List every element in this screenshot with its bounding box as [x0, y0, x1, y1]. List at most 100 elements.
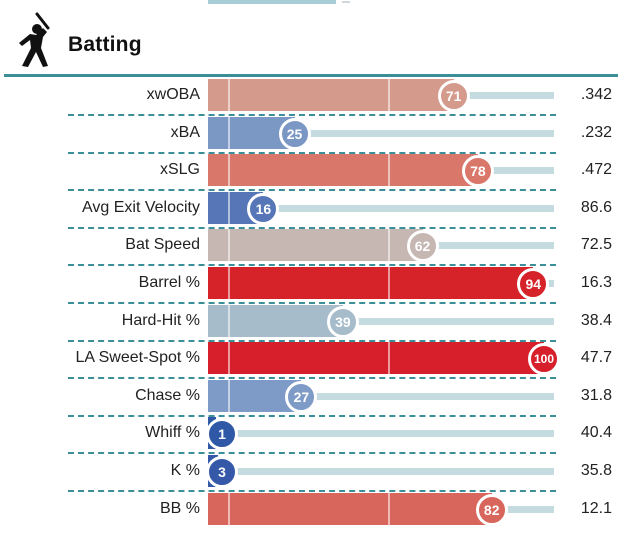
percentile-badge: 1 [206, 418, 238, 451]
row-separator [68, 264, 556, 267]
scale-tick [228, 116, 231, 149]
row-separator [68, 114, 556, 116]
percentile-bar: 62 [208, 229, 554, 263]
percentile-badge: 100 [528, 343, 560, 376]
percentile-track [208, 468, 554, 475]
percentile-fill [208, 267, 534, 299]
percentile-bar: 27 [208, 379, 554, 413]
percentile-fill [208, 304, 343, 337]
scale-tick [228, 79, 231, 111]
metric-value: 72.5 [580, 236, 612, 254]
scale-tick [228, 229, 231, 262]
row-separator [68, 414, 556, 417]
row-separator [68, 189, 556, 192]
metric-label: xBA [170, 123, 200, 141]
percentile-fill [208, 229, 423, 262]
percentile-track [208, 317, 554, 325]
scale-tick [228, 492, 231, 525]
percentile-bar: 16 [208, 191, 554, 225]
percentile-badge: 16 [247, 192, 280, 225]
percentile-bar: 71 [208, 79, 554, 112]
metric-label: xSLG [159, 161, 200, 179]
metric-value: .472 [580, 161, 612, 179]
metric-row: LA Sweet-Spot % 100 47.7 [0, 342, 628, 380]
metric-value: 86.6 [580, 198, 612, 216]
metric-row: Avg Exit Velocity 16 86.6 [0, 191, 628, 230]
metric-label: Whiff % [145, 424, 200, 442]
metric-row: xwOBA 71 .342 [0, 79, 628, 117]
metric-value: .232 [580, 123, 612, 141]
scale-tick [228, 154, 231, 187]
percentile-badge: 3 [206, 456, 238, 488]
scale-tick [387, 342, 390, 375]
metric-label: Hard-Hit % [121, 311, 200, 329]
metric-value: 40.4 [580, 424, 612, 442]
percentile-fill [208, 492, 492, 525]
metric-label: xwOBA [146, 86, 200, 103]
metric-row: Hard-Hit % 39 38.4 [0, 304, 628, 343]
metric-value: 35.8 [580, 462, 612, 479]
batter-silhouette-icon [19, 12, 50, 67]
row-separator [68, 377, 556, 380]
row-separator [68, 226, 556, 229]
percentile-badge: 71 [437, 80, 470, 112]
row-separator [68, 151, 556, 154]
percentile-badge: 27 [285, 380, 318, 413]
percentile-bar: 78 [208, 154, 554, 188]
percentile-fill [208, 342, 544, 375]
percentile-bar: 39 [208, 304, 554, 338]
percentile-bar: 100 [208, 342, 560, 376]
metric-value: .342 [580, 86, 612, 103]
row-separator [68, 490, 556, 492]
percentile-bar: 82 [208, 492, 554, 526]
percentile-badge: 62 [406, 230, 439, 263]
percentile-bar: 94 [208, 267, 554, 300]
scale-tick [228, 304, 231, 337]
scale-tick [387, 267, 390, 299]
percentile-bar: 3 [206, 455, 554, 488]
scale-tick [387, 492, 390, 525]
metric-label: K % [170, 462, 200, 479]
scale-tick [228, 342, 231, 375]
metric-value: 12.1 [580, 499, 612, 517]
percentile-fill [208, 79, 454, 111]
scale-tick [387, 154, 390, 187]
metric-row: BB % 82 12.1 [0, 492, 628, 531]
percentile-badge: 82 [475, 493, 508, 526]
scale-tick [228, 191, 231, 224]
percentile-badge: 78 [461, 155, 494, 188]
row-separator [68, 339, 556, 342]
metric-value: 31.8 [580, 386, 612, 404]
percentile-track [208, 430, 554, 438]
percentile-fill [208, 154, 478, 187]
percentile-bar: 25 [208, 116, 554, 150]
section-title: Batting [68, 33, 142, 56]
metric-row: Bat Speed 62 72.5 [0, 229, 628, 267]
header-rule [4, 74, 618, 77]
section-header: Batting [0, 8, 628, 77]
metric-label: Chase % [135, 386, 200, 404]
scale-tick [228, 379, 231, 412]
percentile-badge: 39 [326, 305, 359, 338]
row-separator [68, 452, 556, 455]
percentile-track [208, 204, 554, 212]
previous-section-bar [208, 0, 336, 4]
metric-row: Barrel % 94 16.3 [0, 267, 628, 305]
metric-label: Bat Speed [125, 236, 200, 254]
previous-section-bar-end [342, 1, 350, 3]
metric-row: xBA 25 .232 [0, 116, 628, 155]
metric-value: 47.7 [580, 349, 612, 367]
metric-row: Whiff % 1 40.4 [0, 417, 628, 455]
metric-value: 38.4 [580, 311, 612, 329]
metric-row: K % 3 35.8 [0, 455, 628, 493]
percentile-badge: 94 [517, 268, 550, 300]
metric-label: Avg Exit Velocity [82, 198, 200, 216]
percentile-track [208, 129, 554, 137]
metric-label: Barrel % [138, 274, 200, 291]
metric-label: BB % [159, 499, 200, 517]
row-separator [68, 302, 556, 304]
scale-tick [228, 267, 231, 299]
scale-tick [387, 229, 390, 262]
metric-value: 16.3 [580, 274, 612, 291]
metric-row: xSLG 78 .472 [0, 154, 628, 192]
